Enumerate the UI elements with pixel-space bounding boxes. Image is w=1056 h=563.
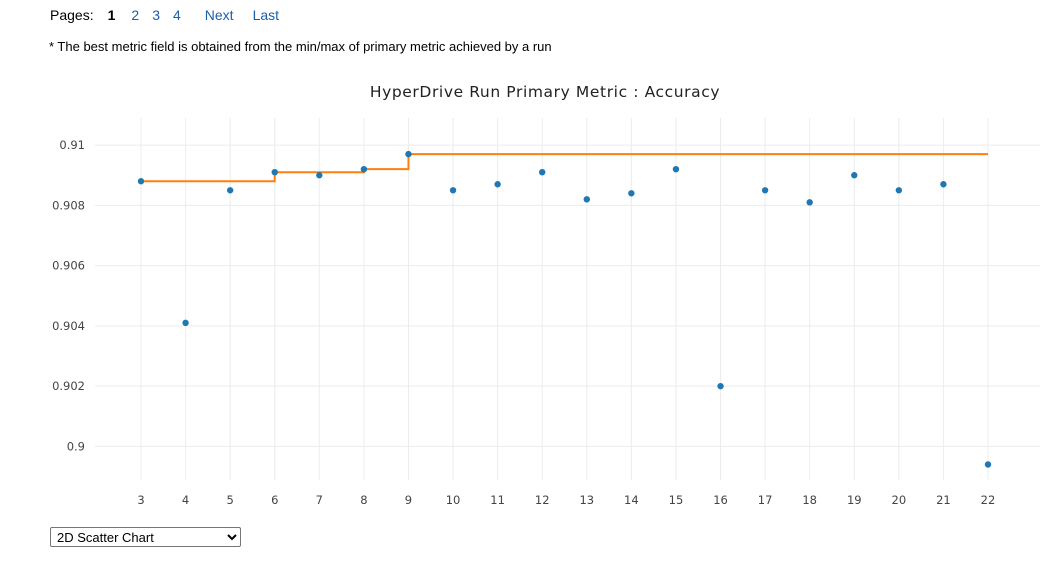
chart-svg: HyperDrive Run Primary Metric : Accuracy… bbox=[52, 83, 1040, 507]
x-tick-label: 20 bbox=[892, 493, 907, 507]
data-point[interactable] bbox=[360, 165, 368, 173]
x-tick-label: 17 bbox=[758, 493, 773, 507]
x-tick-label: 19 bbox=[847, 493, 862, 507]
grid-layer bbox=[95, 118, 1040, 480]
page-link-4[interactable]: 4 bbox=[172, 7, 181, 23]
page-link-3[interactable]: 3 bbox=[152, 7, 160, 23]
current-page: 1 bbox=[107, 7, 116, 23]
y-tick-label: 0.902 bbox=[52, 379, 85, 393]
data-point[interactable] bbox=[449, 187, 457, 194]
x-tick-label: 21 bbox=[936, 493, 951, 507]
primary-metric-chart: HyperDrive Run Primary Metric : Accuracy… bbox=[0, 70, 1056, 520]
y-tick-label: 0.91 bbox=[59, 138, 85, 152]
data-point[interactable] bbox=[806, 199, 813, 206]
y-tick-label: 0.908 bbox=[52, 198, 85, 212]
data-point[interactable] bbox=[761, 187, 769, 194]
data-points-layer bbox=[137, 150, 992, 468]
data-point[interactable] bbox=[851, 172, 858, 179]
data-point[interactable] bbox=[182, 319, 189, 327]
chart-type-select[interactable]: 2D Scatter Chart bbox=[50, 527, 241, 547]
data-point[interactable] bbox=[895, 187, 903, 194]
data-point[interactable] bbox=[271, 168, 278, 176]
x-tick-label: 7 bbox=[316, 493, 323, 507]
y-tick-label: 0.906 bbox=[52, 259, 85, 273]
page-link-2[interactable]: 2 bbox=[131, 7, 140, 23]
data-point[interactable] bbox=[717, 382, 724, 390]
x-tick-label: 18 bbox=[802, 493, 817, 507]
pages-label: Pages: bbox=[50, 7, 94, 23]
x-tick-label: 15 bbox=[669, 493, 684, 507]
x-tick-label: 16 bbox=[713, 493, 728, 507]
y-axis-ticks: 0.91 0.908 0.906 0.904 0.902 0.9 bbox=[52, 138, 85, 453]
data-point[interactable] bbox=[940, 181, 947, 188]
y-tick-label: 0.904 bbox=[52, 319, 85, 333]
best-metric-note: * The best metric field is obtained from… bbox=[49, 39, 552, 54]
x-tick-label: 5 bbox=[226, 493, 233, 507]
best-metric-step-line bbox=[141, 153, 988, 183]
x-tick-label: 4 bbox=[182, 493, 189, 507]
x-tick-label: 3 bbox=[137, 493, 144, 507]
data-point[interactable] bbox=[494, 181, 501, 188]
data-point[interactable] bbox=[628, 190, 635, 197]
y-tick-label: 0.9 bbox=[67, 439, 85, 453]
x-tick-label: 6 bbox=[271, 493, 278, 507]
x-tick-label: 22 bbox=[981, 493, 996, 507]
data-point[interactable] bbox=[405, 150, 412, 158]
best-metric-line-layer bbox=[141, 153, 988, 183]
x-tick-label: 14 bbox=[624, 493, 639, 507]
x-tick-label: 10 bbox=[446, 493, 461, 507]
next-page-link[interactable]: Next bbox=[204, 7, 234, 23]
data-point[interactable] bbox=[316, 172, 323, 179]
chart-title: HyperDrive Run Primary Metric : Accuracy bbox=[370, 83, 720, 101]
data-point[interactable] bbox=[583, 196, 590, 203]
data-point[interactable] bbox=[984, 461, 992, 468]
x-tick-label: 11 bbox=[490, 493, 505, 507]
data-point[interactable] bbox=[226, 187, 234, 194]
x-tick-label: 13 bbox=[579, 493, 594, 507]
data-point[interactable] bbox=[672, 165, 680, 173]
x-tick-label: 8 bbox=[360, 493, 367, 507]
last-page-link[interactable]: Last bbox=[252, 7, 280, 23]
pagination: Pages: 1 2 3 4 Next Last bbox=[50, 6, 298, 24]
x-tick-label: 12 bbox=[535, 493, 550, 507]
data-point[interactable] bbox=[539, 168, 546, 176]
x-tick-label: 9 bbox=[405, 493, 412, 507]
x-axis-ticks: 3 4 5 6 7 8 9 10 11 12 13 14 15 16 17 18 19 20 21 22 bbox=[137, 493, 995, 507]
data-point[interactable] bbox=[137, 178, 145, 185]
